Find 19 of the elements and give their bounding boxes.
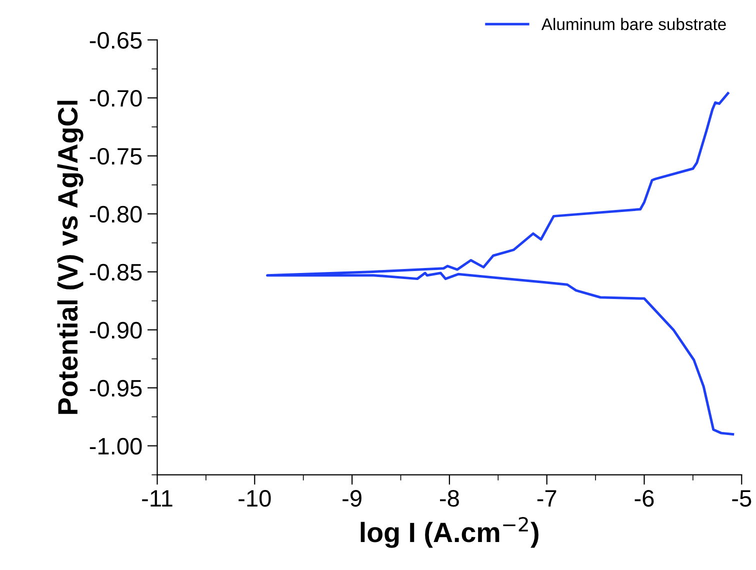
x-tick-label: -11	[142, 490, 172, 507]
legend-label: Aluminum bare substrate	[541, 18, 726, 30]
x-tick-label: -5	[732, 490, 752, 507]
x-axis-title: log I (A.cm$^{−2}$)	[360, 516, 538, 548]
line-series	[266, 92, 734, 436]
x-tick-label: -7	[537, 490, 556, 507]
x-tick-label: -6	[634, 490, 654, 507]
y-tick-label: -0.75	[90, 148, 142, 165]
x-tick-label: -9	[342, 490, 362, 507]
y-tick-label: -0.95	[90, 380, 142, 397]
y-tick-label: -1.00	[90, 438, 142, 455]
x-tick-label: -10	[238, 490, 271, 507]
y-tick-label: -0.65	[90, 32, 142, 49]
y-tick-label: -0.70	[90, 90, 142, 107]
y-tick-label: -0.90	[90, 322, 142, 339]
y-tick-label: -0.85	[90, 264, 142, 281]
y-tick-label: -0.80	[90, 206, 142, 223]
y-axis-title: Potential (V) vs Ag/AgCl	[57, 100, 84, 414]
x-tick-label: -8	[440, 490, 459, 507]
